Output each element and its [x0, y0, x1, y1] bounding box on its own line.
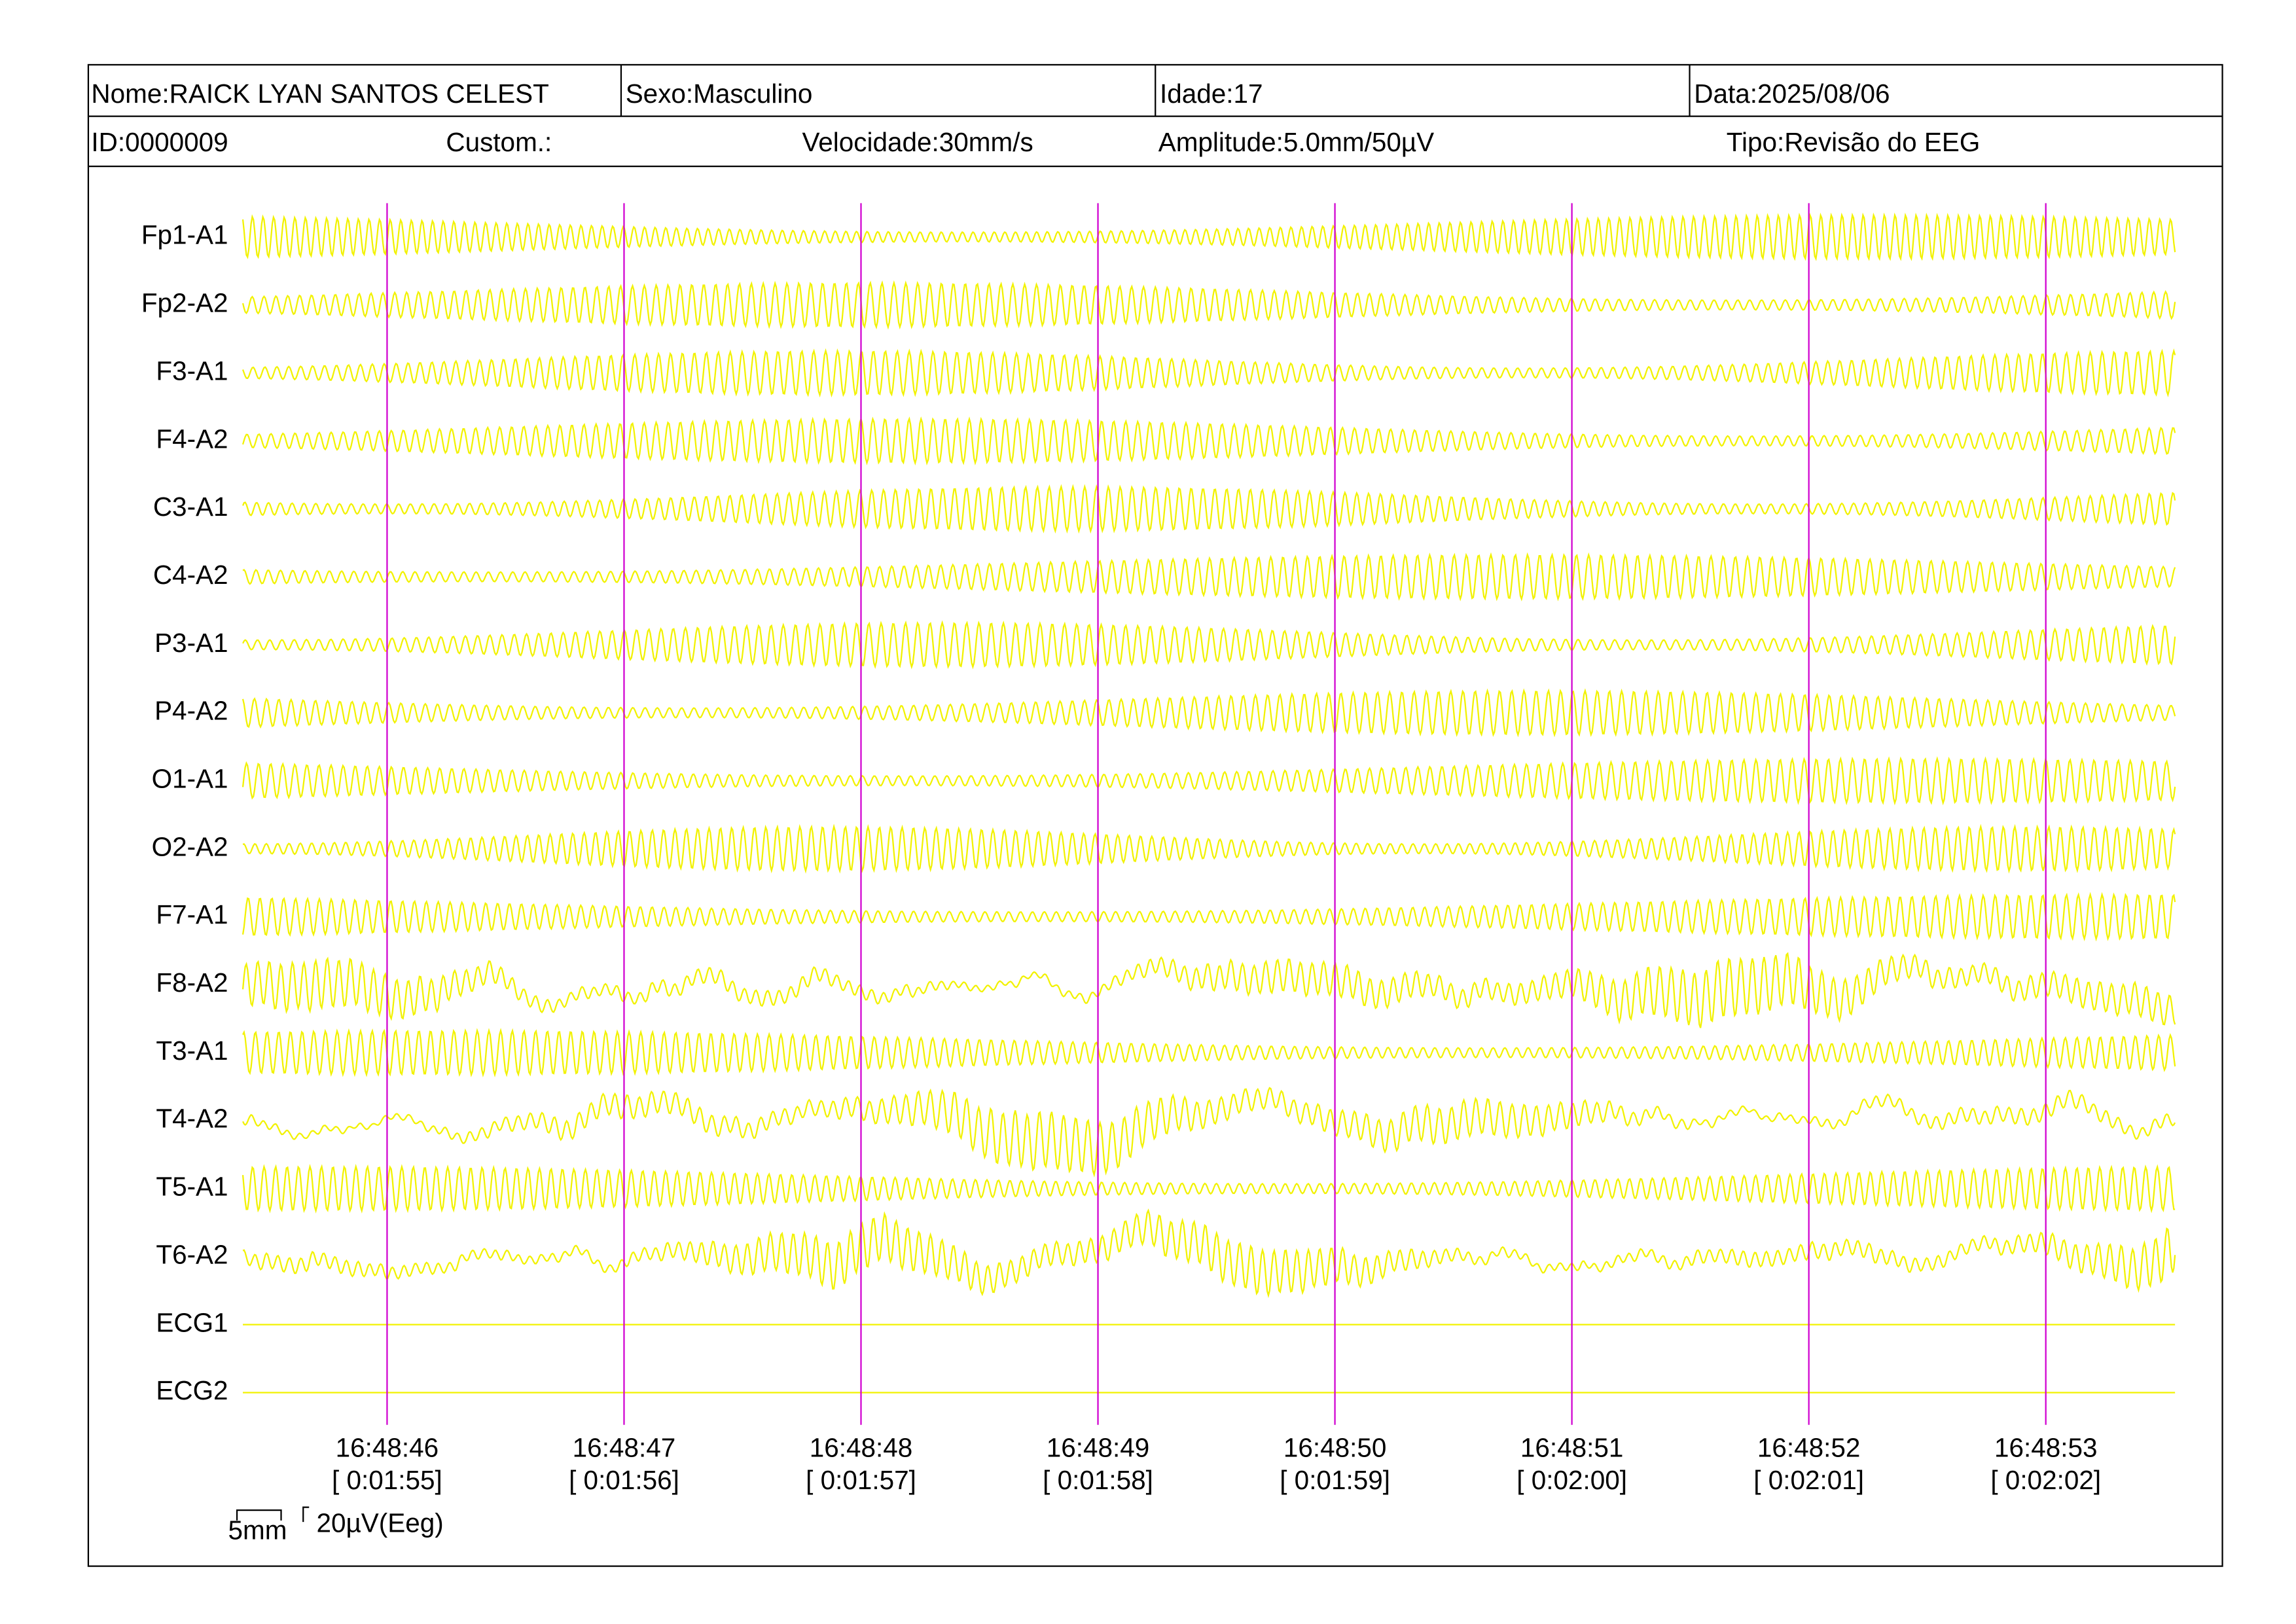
channel-label: P4-A2	[154, 696, 228, 726]
time-label: 16:48:51	[1520, 1433, 1624, 1463]
channel-label: F8-A2	[156, 967, 228, 998]
scale-bar-vertical	[302, 1506, 310, 1523]
eeg-trace	[242, 212, 2176, 261]
scale-bar-horizontal	[236, 1509, 282, 1521]
channel-label: O2-A2	[152, 831, 228, 861]
channel-label: Fp1-A1	[141, 220, 228, 250]
eeg-trace	[242, 823, 2176, 874]
elapsed-label: [ 0:02:02]	[1990, 1465, 2101, 1495]
scale-length: 5mm	[228, 1515, 287, 1545]
header-field: Tipo:Revisão do EEG	[1727, 127, 1981, 157]
elapsed-label: [ 0:02:00]	[1516, 1465, 1627, 1495]
channel-label: C4-A2	[153, 560, 228, 590]
time-label: 16:48:50	[1283, 1433, 1387, 1463]
header-field: Custom.:	[446, 127, 552, 157]
channel-label: F3-A1	[156, 355, 228, 386]
header-field: Data:2025/08/06	[1694, 79, 1890, 109]
channel-label: T6-A2	[156, 1239, 228, 1269]
channel-label: ECG1	[156, 1307, 228, 1337]
channel-label: T4-A2	[156, 1104, 228, 1134]
eeg-trace	[242, 1164, 2176, 1214]
eeg-trace	[242, 620, 2176, 670]
eeg-trace	[242, 552, 2176, 602]
scale-amplitude: 20µV(Eeg)	[316, 1507, 443, 1538]
header-field: Velocidade:30mm/s	[802, 127, 1033, 157]
second-markers	[386, 203, 2047, 1425]
elapsed-label: [ 0:02:01]	[1753, 1465, 1864, 1495]
eeg-trace	[242, 416, 2176, 466]
traces	[242, 212, 2176, 1394]
eeg-trace	[242, 1208, 2176, 1299]
labels: Nome:RAICK LYAN SANTOS CELEST Sexo:Mascul…	[91, 79, 2101, 1545]
time-label: 16:48:46	[336, 1433, 439, 1463]
channel-label: F7-A1	[156, 899, 228, 929]
elapsed-label: [ 0:01:57]	[806, 1465, 916, 1495]
time-label: 16:48:49	[1047, 1433, 1150, 1463]
eeg-trace	[242, 892, 2176, 942]
channel-label: F4-A2	[156, 424, 228, 454]
time-label: 16:48:53	[1994, 1433, 2098, 1463]
elapsed-label: [ 0:01:59]	[1280, 1465, 1390, 1495]
header-field: Idade:17	[1160, 79, 1263, 109]
elapsed-label: [ 0:01:58]	[1043, 1465, 1153, 1495]
eeg-trace	[242, 348, 2176, 398]
channel-label: C3-A1	[153, 492, 228, 522]
channel-label: P3-A1	[154, 628, 228, 658]
channel-label: O1-A1	[152, 763, 228, 793]
channel-label: Fp2-A2	[141, 288, 228, 318]
eeg-trace	[242, 756, 2176, 806]
eeg-trace	[242, 1028, 2176, 1078]
header-field: ID:0000009	[91, 127, 228, 157]
header-field: Sexo:Masculino	[626, 79, 813, 109]
channel-label: T3-A1	[156, 1036, 228, 1066]
eeg-trace	[242, 688, 2176, 738]
eeg-trace	[242, 484, 2176, 534]
elapsed-label: [ 0:01:55]	[332, 1465, 442, 1495]
eeg-trace	[242, 1087, 2176, 1178]
header-field: Amplitude:5.0mm/50µV	[1158, 127, 1434, 157]
eeg-trace	[242, 952, 2176, 1028]
time-label: 16:48:47	[573, 1433, 676, 1463]
time-label: 16:48:48	[810, 1433, 913, 1463]
channel-label: T5-A1	[156, 1172, 228, 1202]
elapsed-label: [ 0:01:56]	[569, 1465, 679, 1495]
header-field: Nome:RAICK LYAN SANTOS CELEST	[91, 79, 548, 109]
eeg-trace	[242, 280, 2176, 330]
time-label: 16:48:52	[1757, 1433, 1861, 1463]
channel-label: ECG2	[156, 1375, 228, 1405]
